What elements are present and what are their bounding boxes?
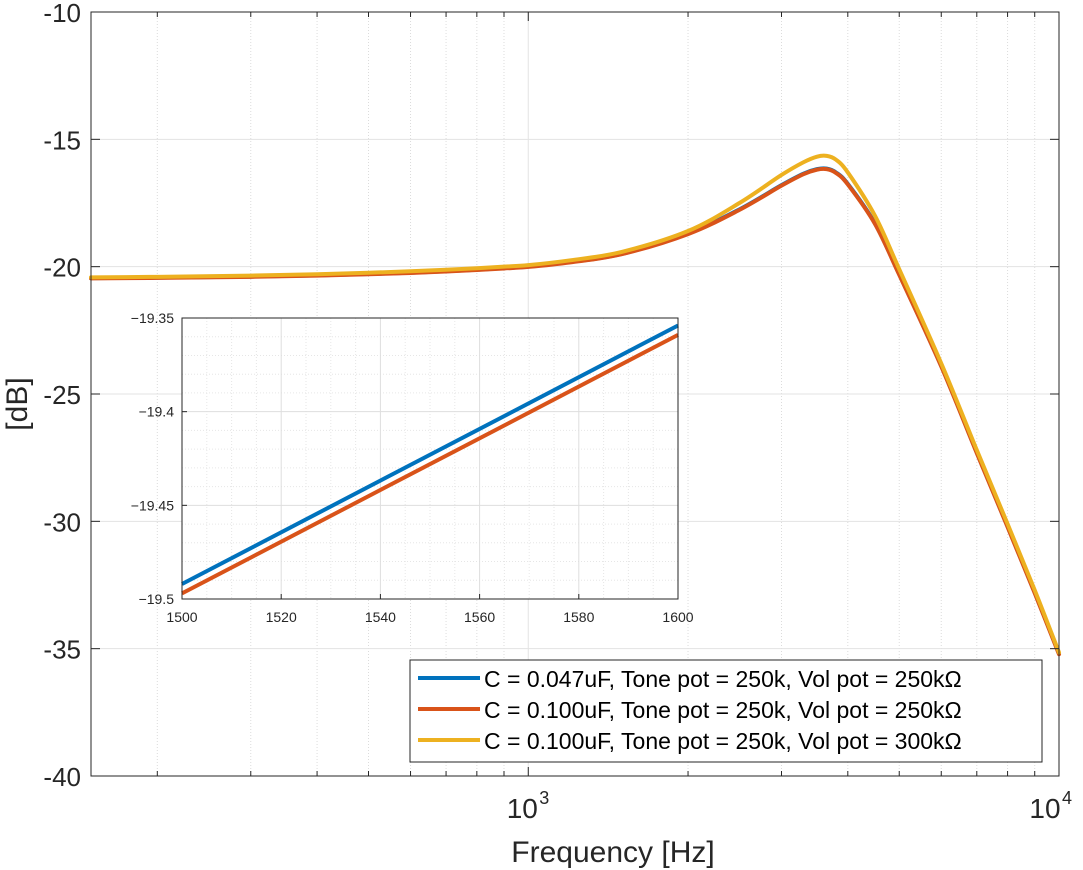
y-axis-label: [dB] <box>1 377 34 430</box>
inset-axes-box <box>181 317 679 600</box>
legend-entry-1: C = 0.047uF, Tone pot = 250k, Vol pot = … <box>484 666 962 692</box>
inset-x-tick-label: 1600 <box>662 609 693 625</box>
inset-y-tick-label: −19.35 <box>131 310 174 326</box>
x-tick-label-base: 10 <box>507 793 538 824</box>
inset-series-line-1 <box>181 323 679 586</box>
legend-box <box>409 659 1043 763</box>
inset-y-tick-label: −19.4 <box>139 404 175 420</box>
x-axis-label: Frequency [Hz] <box>511 836 714 869</box>
inset-y-tick-label: −19.45 <box>131 497 174 513</box>
y-tick-label: -25 <box>43 380 81 410</box>
legend-entry-3: C = 0.100uF, Tone pot = 250k, Vol pot = … <box>484 728 962 754</box>
inset-y-tick-label: −19.5 <box>139 591 175 607</box>
x-tick-label-exponent: 4 <box>1062 788 1072 808</box>
y-tick-label: -30 <box>43 507 81 537</box>
y-tick-label: -35 <box>43 635 81 665</box>
inset-ticks: 1500 1520 1540 1560 1580 1600 −19.5 −19.45 −19.4… <box>131 310 694 625</box>
inset-x-tick-label: 1540 <box>365 609 396 625</box>
inset-x-tick-label: 1500 <box>166 609 197 625</box>
inset-chart: 1500 1520 1540 1560 1580 1600 −19.5 −19.45 −19.4… <box>131 310 694 625</box>
legend-entry-2: C = 0.100uF, Tone pot = 250k, Vol pot = … <box>484 697 962 723</box>
x-tick-label: 10 4 <box>1029 788 1072 824</box>
inset-series-lines <box>181 323 679 596</box>
y-tick-label: -15 <box>43 125 81 155</box>
y-tick-label: -40 <box>43 762 81 792</box>
series-line-3 <box>89 153 1061 655</box>
main-series-lines <box>89 153 1061 657</box>
y-tick-label: -10 <box>43 0 81 28</box>
x-tick-label: 10 3 <box>507 788 550 824</box>
legend: C = 0.047uF, Tone pot = 250k, Vol pot = … <box>409 659 1043 763</box>
y-tick-label: -20 <box>43 253 81 283</box>
x-tick-label-base: 10 <box>1029 793 1060 824</box>
inset-series-line-2 <box>181 333 679 596</box>
inset-x-tick-label: 1560 <box>464 609 495 625</box>
inset-x-tick-label: 1580 <box>563 609 594 625</box>
inset-x-tick-label: 1520 <box>266 609 297 625</box>
x-tick-label-exponent: 3 <box>539 788 549 808</box>
